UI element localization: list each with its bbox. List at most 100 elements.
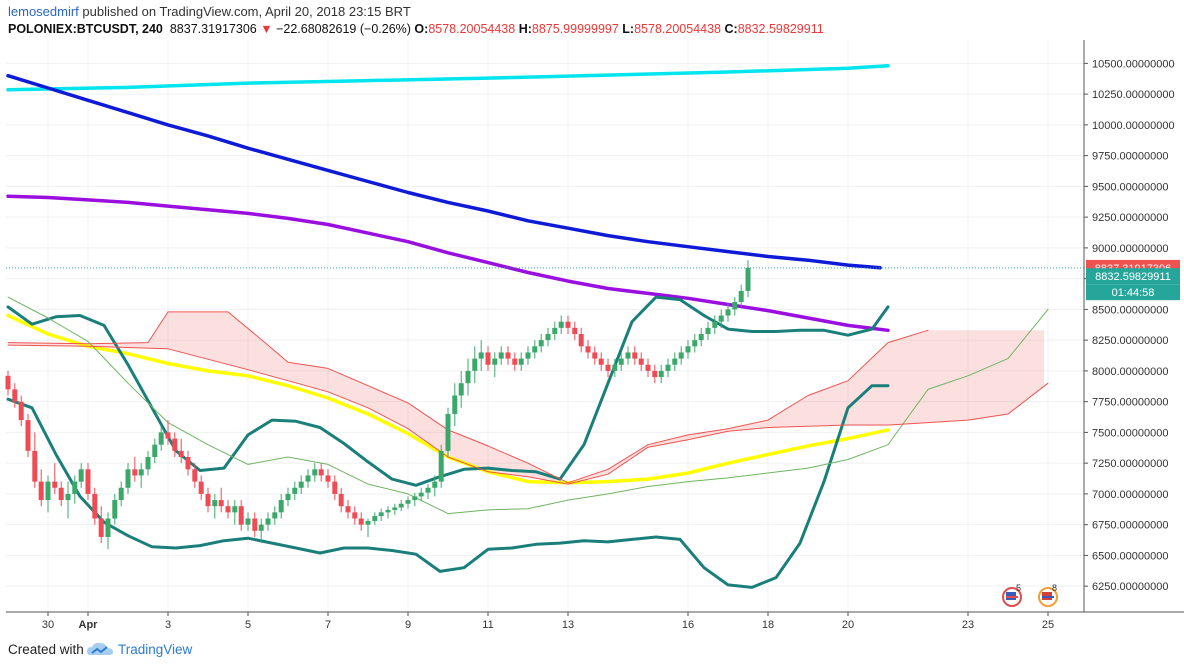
indicator-line-1 bbox=[6, 73, 882, 270]
close-value: 8832.59829911 bbox=[737, 22, 824, 36]
candle-body bbox=[425, 487, 431, 493]
candle-body bbox=[172, 438, 178, 451]
candle-body bbox=[265, 518, 271, 525]
price-label-bg bbox=[1086, 268, 1180, 285]
candle-body bbox=[258, 524, 264, 531]
created-with-text: Created with bbox=[8, 642, 84, 657]
candle-body bbox=[698, 333, 704, 341]
candle-body bbox=[292, 487, 298, 494]
candle-body bbox=[685, 346, 691, 353]
symbol-line: POLONIEX:BTCUSDT, 240 8837.31917306 ▼ −2… bbox=[8, 22, 824, 36]
candle-body bbox=[38, 481, 44, 501]
candle-body bbox=[278, 500, 284, 513]
candle-body bbox=[185, 457, 191, 470]
candle-body bbox=[592, 352, 598, 359]
candle-body bbox=[5, 375, 11, 390]
indicator-line-5 bbox=[6, 384, 890, 589]
candle-body bbox=[225, 506, 231, 513]
candle-body bbox=[438, 450, 444, 482]
us-flag-event-icon[interactable] bbox=[1002, 587, 1022, 607]
author-link[interactable]: lemosedmirf bbox=[8, 4, 79, 19]
candle-body bbox=[392, 507, 398, 510]
candle-body bbox=[25, 420, 31, 451]
candle-body bbox=[18, 401, 24, 421]
candle-body bbox=[358, 518, 364, 525]
candle-body bbox=[365, 520, 371, 525]
x-tick-label: 13 bbox=[562, 619, 574, 631]
y-tick-label: 8000.00000000 bbox=[1092, 366, 1168, 378]
candle-body bbox=[345, 506, 351, 513]
candle-body bbox=[452, 395, 458, 414]
close-label: C: bbox=[724, 22, 738, 36]
candle-body bbox=[665, 364, 671, 371]
candle-body bbox=[412, 496, 418, 501]
candle-body bbox=[165, 432, 171, 439]
eu-flag-event-icon[interactable] bbox=[1038, 587, 1058, 607]
events-badges bbox=[1002, 587, 1058, 607]
candle-body bbox=[78, 469, 84, 482]
candle-body bbox=[458, 383, 464, 396]
candle-body bbox=[298, 481, 304, 488]
candle-body bbox=[525, 352, 531, 359]
candle-body bbox=[285, 493, 291, 501]
candle-body bbox=[145, 457, 151, 470]
candle-body bbox=[45, 481, 51, 501]
indicator-line-4 bbox=[6, 295, 890, 487]
down-arrow-icon: ▼ bbox=[260, 22, 273, 36]
low-value: 8578.20054438 bbox=[634, 22, 722, 36]
x-tick-label: 9 bbox=[405, 619, 411, 631]
price-label-bg bbox=[1086, 284, 1180, 301]
publish-text: published on TradingView.com, April 20, … bbox=[78, 4, 411, 19]
candle-body bbox=[578, 333, 584, 347]
candle-body bbox=[418, 492, 424, 497]
candle-body bbox=[618, 358, 624, 365]
x-tick-label: 16 bbox=[682, 619, 694, 631]
publish-line: lemosedmirf published on TradingView.com… bbox=[8, 4, 411, 19]
candle-body bbox=[332, 481, 338, 494]
candle-body bbox=[445, 413, 451, 451]
candle-body bbox=[645, 364, 651, 371]
candle-body bbox=[58, 487, 64, 501]
candle-body bbox=[558, 321, 564, 328]
candle-body bbox=[92, 493, 98, 519]
symbol-name[interactable]: POLONIEX:BTCUSDT, 240 bbox=[8, 22, 163, 36]
change-value: −22.68082619 (−0.26%) bbox=[276, 22, 411, 36]
indicator-line-0 bbox=[6, 64, 890, 92]
time-axis[interactable]: 30 Apr 3 5 7 9 11 13 16 18 20 23 25 bbox=[42, 612, 1054, 631]
candle-body bbox=[718, 315, 724, 322]
candle-body bbox=[512, 358, 518, 365]
candle-body bbox=[432, 481, 438, 488]
candle-body bbox=[625, 352, 631, 359]
y-tick-label: 9000.00000000 bbox=[1092, 243, 1168, 255]
price-chart[interactable]: 10500.00000000 10250.00000000 10000.000000… bbox=[0, 0, 1184, 632]
candle-body bbox=[545, 333, 551, 341]
eu-event-count: 8 bbox=[1052, 583, 1057, 593]
candle-body bbox=[538, 340, 544, 347]
x-tick-label: 7 bbox=[325, 619, 331, 631]
candle-body bbox=[478, 352, 484, 359]
price-label-text: 01:44:58 bbox=[1112, 287, 1155, 299]
candlesticks bbox=[5, 260, 751, 550]
candle-body bbox=[498, 352, 504, 359]
candle-body bbox=[598, 358, 604, 365]
candle-body bbox=[178, 450, 184, 458]
y-tick-label: 10500.00000000 bbox=[1092, 58, 1175, 70]
price-axis[interactable]: 10500.00000000 10250.00000000 10000.000000… bbox=[1084, 58, 1175, 593]
candle-body bbox=[725, 309, 731, 316]
y-tick-label: 8250.00000000 bbox=[1092, 335, 1168, 347]
x-tick-label: 5 bbox=[245, 619, 251, 631]
candle-body bbox=[338, 493, 344, 507]
y-tick-label: 7000.00000000 bbox=[1092, 489, 1168, 501]
open-value: 8578.20054438 bbox=[428, 22, 516, 36]
x-tick-label: 25 bbox=[1042, 619, 1054, 631]
cloud-area bbox=[8, 311, 1044, 485]
candle-body bbox=[465, 370, 471, 384]
tradingview-link[interactable]: TradingView bbox=[118, 642, 193, 657]
high-value: 8875.99999997 bbox=[531, 22, 619, 36]
tradingview-cloud-icon[interactable] bbox=[86, 641, 114, 659]
footer: Created with TradingView bbox=[0, 632, 1184, 668]
candle-body bbox=[65, 493, 71, 501]
candle-body bbox=[585, 346, 591, 353]
y-tick-label: 7250.00000000 bbox=[1092, 458, 1168, 470]
y-tick-label: 10250.00000000 bbox=[1092, 89, 1175, 101]
